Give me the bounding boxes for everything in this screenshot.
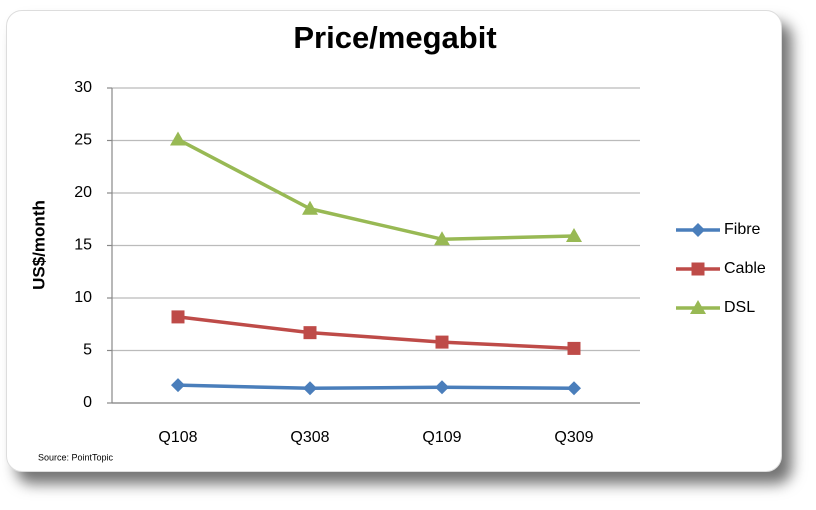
series-line — [177, 315, 575, 351]
source-note: Source: PointTopic — [38, 452, 114, 462]
x-tick-label: Q309 — [554, 429, 593, 446]
legend-label: Cable — [724, 260, 766, 277]
chart-card — [6, 10, 782, 472]
data-point — [303, 381, 317, 396]
y-tick-label: 5 — [83, 342, 92, 359]
data-point — [170, 131, 186, 146]
data-point — [302, 200, 318, 215]
series-line — [177, 383, 575, 391]
y-tick-label: 15 — [74, 237, 92, 254]
legend-label: DSL — [724, 299, 755, 316]
y-tick-label: 20 — [74, 184, 92, 201]
y-tick-label: 25 — [74, 132, 92, 149]
legend-label: Fibre — [724, 221, 761, 238]
data-point — [435, 380, 449, 395]
data-point — [303, 326, 317, 340]
y-tick-label: 10 — [74, 289, 92, 306]
data-point — [171, 310, 185, 324]
data-point — [435, 335, 449, 349]
y-axis-label: US$/month — [29, 200, 48, 290]
data-point — [567, 381, 581, 396]
x-tick-label: Q308 — [290, 429, 329, 446]
legend-marker — [691, 262, 705, 276]
x-tick-label: Q109 — [422, 429, 461, 446]
data-point — [567, 341, 581, 355]
x-tick-label: Q108 — [158, 429, 197, 446]
legend-marker — [691, 223, 705, 237]
legend-marker — [690, 300, 706, 314]
chart-title: Price/megabit — [293, 20, 496, 55]
data-point — [171, 378, 185, 393]
y-tick-label: 30 — [74, 79, 92, 96]
y-tick-label: 0 — [83, 394, 92, 411]
series-line — [177, 137, 575, 241]
data-point — [434, 231, 450, 246]
data-point — [566, 228, 582, 243]
